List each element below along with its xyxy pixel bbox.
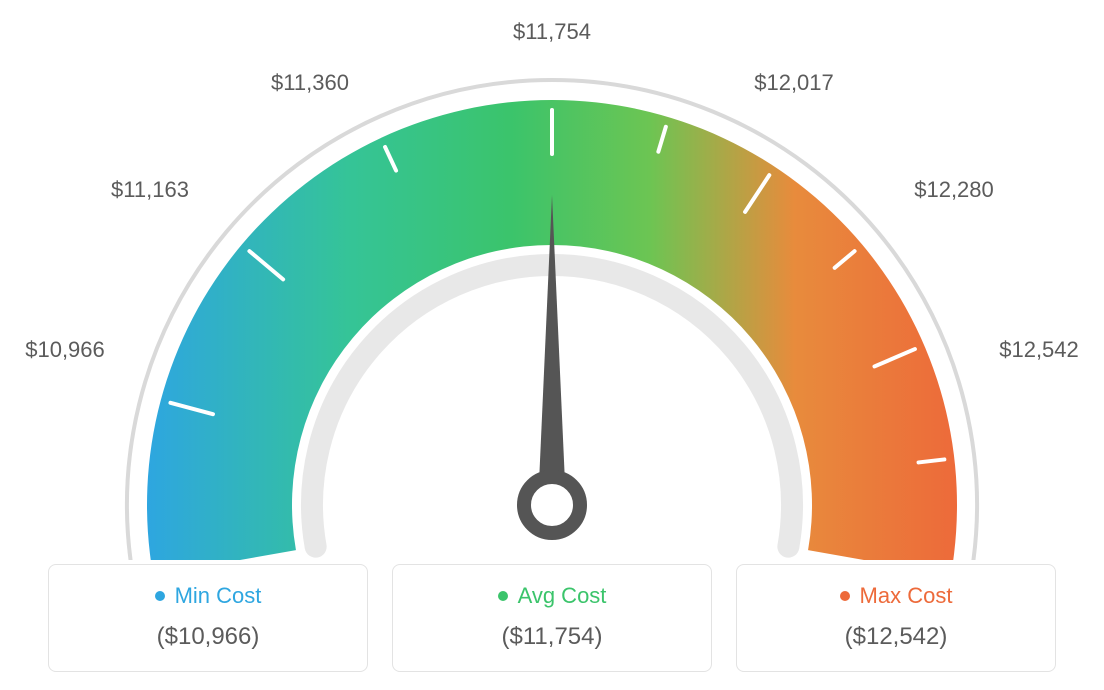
- legend-card-min: Min Cost ($10,966): [48, 564, 368, 672]
- legend-title-avg: Avg Cost: [518, 583, 607, 609]
- gauge-tick-label: $12,280: [914, 177, 994, 203]
- gauge-tick-label: $11,163: [111, 177, 189, 203]
- legend-value-max: ($12,542): [747, 623, 1045, 651]
- legend-dot-min: [155, 591, 165, 601]
- legend-card-max: Max Cost ($12,542): [736, 564, 1056, 672]
- gauge-svg: [0, 0, 1104, 560]
- gauge-tick-label: $12,017: [754, 70, 834, 96]
- gauge-tick-label: $11,754: [513, 19, 591, 45]
- gauge-tick-label: $11,360: [271, 70, 349, 96]
- legend-title-max: Max Cost: [860, 583, 953, 609]
- legend-dot-max: [840, 591, 850, 601]
- legend-dot-avg: [498, 591, 508, 601]
- legend-card-avg: Avg Cost ($11,754): [392, 564, 712, 672]
- legend-value-avg: ($11,754): [403, 623, 701, 651]
- legend-title-min: Min Cost: [175, 583, 262, 609]
- gauge-tick-label: $12,542: [999, 337, 1079, 363]
- gauge-chart: $10,966 $11,163 $11,360 $11,754 $12,017 $12,2…: [0, 0, 1104, 560]
- legend-row: Min Cost ($10,966) Avg Cost ($11,754) Ma…: [48, 564, 1056, 672]
- legend-value-min: ($10,966): [59, 623, 357, 651]
- gauge-tick-label: $10,966: [25, 337, 105, 363]
